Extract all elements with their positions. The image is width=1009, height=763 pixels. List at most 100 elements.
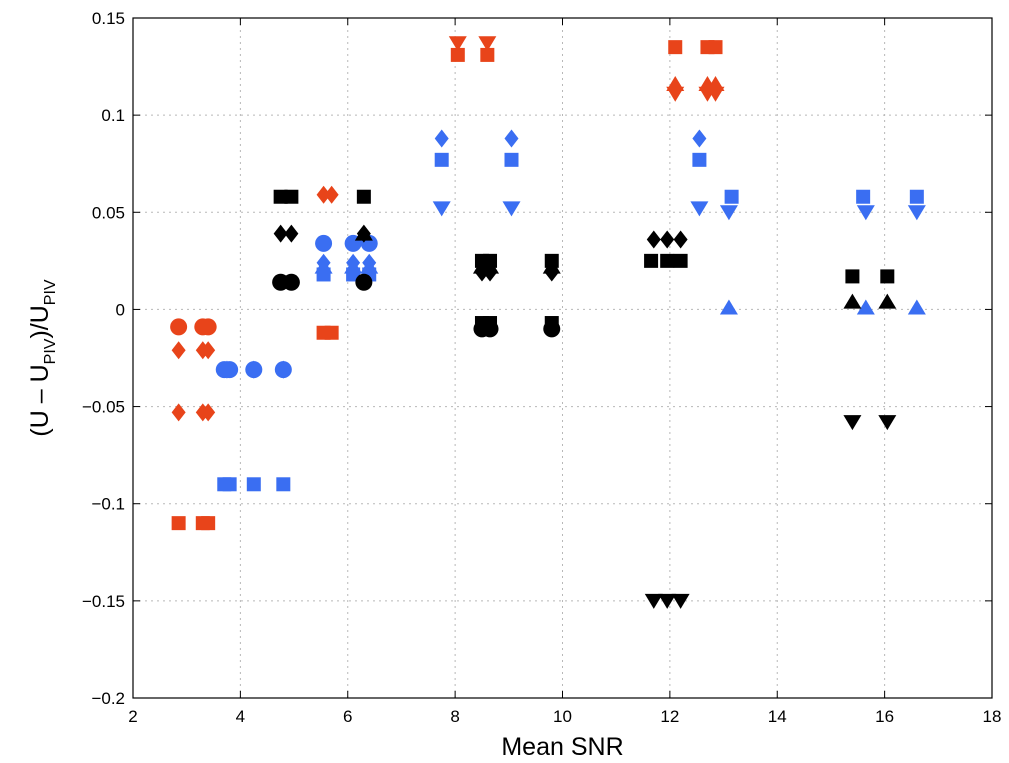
x-tick-label: 6 — [343, 707, 352, 726]
data-point-square — [483, 316, 498, 331]
y-tick-label: 0 — [116, 300, 125, 319]
y-tick-label: −0.1 — [91, 495, 125, 514]
data-point-square — [692, 152, 707, 167]
data-point-triangle-down — [432, 201, 451, 217]
data-point-square — [324, 325, 339, 340]
data-point-square — [660, 253, 675, 268]
data-point-circle — [170, 318, 188, 336]
data-point-triangle-down — [878, 415, 897, 431]
x-tick-label: 14 — [768, 707, 787, 726]
y-axis-label: (U – UPIV)/UPIV — [26, 279, 59, 436]
x-tick-label: 8 — [450, 707, 459, 726]
data-point-square — [724, 189, 739, 204]
data-point-circle — [355, 273, 373, 291]
data-point-square — [673, 253, 688, 268]
data-point-diamond — [273, 224, 288, 243]
x-tick-label: 10 — [553, 707, 572, 726]
data-point-diamond — [219, 360, 234, 379]
data-point-triangle-down — [448, 36, 467, 52]
data-point-triangle-up — [878, 293, 897, 309]
y-tick-label: −0.2 — [91, 689, 125, 708]
data-point-square — [856, 189, 871, 204]
x-axis-label: Mean SNR — [501, 733, 623, 761]
data-point-diamond — [171, 341, 186, 360]
data-point-triangle-up — [856, 299, 875, 315]
y-tick-label: −0.15 — [82, 592, 125, 611]
data-point-triangle-up — [907, 299, 926, 315]
data-point-square — [273, 189, 288, 204]
data-point-square — [246, 477, 261, 492]
data-point-triangle-up — [719, 299, 738, 315]
data-point-triangle-up — [481, 258, 500, 274]
data-point-square — [544, 316, 559, 331]
y-tick-label: 0.05 — [92, 203, 125, 222]
data-point-triangle-up — [344, 258, 363, 274]
data-point-triangle-down — [690, 201, 709, 217]
y-axis-label-subscript: PIV — [42, 279, 59, 305]
data-point-triangle-down — [502, 201, 521, 217]
data-point-triangle-up — [843, 293, 862, 309]
data-point-triangle-down — [478, 36, 497, 52]
data-point-square — [668, 40, 683, 55]
data-point-diamond — [504, 129, 519, 148]
data-point-square — [201, 516, 216, 531]
data-point-triangle-down — [843, 415, 862, 431]
data-point-circle — [199, 318, 217, 336]
data-point-diamond — [316, 185, 331, 204]
data-point-diamond — [201, 341, 216, 360]
data-point-square — [644, 253, 659, 268]
y-tick-label: 0.1 — [101, 106, 125, 125]
data-point-diamond — [660, 230, 675, 249]
data-point-diamond — [276, 360, 291, 379]
x-tick-label: 12 — [660, 707, 679, 726]
x-tick-label: 16 — [875, 707, 894, 726]
grid-lines — [133, 18, 992, 698]
x-tick-label: 2 — [128, 707, 137, 726]
data-point-triangle-up — [666, 76, 685, 92]
data-point-triangle-down — [658, 593, 677, 609]
data-point-square — [222, 477, 237, 492]
y-axis-label-part: )/U — [26, 305, 54, 338]
data-point-square — [171, 516, 186, 531]
x-tick-label: 4 — [236, 707, 245, 726]
data-markers — [170, 36, 926, 609]
data-point-triangle-up — [354, 225, 373, 241]
data-point-diamond — [246, 360, 261, 379]
data-point-triangle-up — [360, 258, 379, 274]
data-point-triangle-up — [314, 258, 333, 274]
data-point-square — [356, 189, 371, 204]
data-point-triangle-up — [706, 76, 725, 92]
data-point-square — [480, 47, 495, 62]
data-point-diamond — [284, 224, 299, 243]
data-point-square — [434, 152, 449, 167]
data-point-square — [880, 269, 895, 284]
data-point-square — [708, 40, 723, 55]
data-point-diamond — [434, 129, 449, 148]
data-point-circle — [282, 273, 300, 291]
data-point-triangle-down — [719, 205, 738, 221]
data-point-square — [284, 189, 299, 204]
data-point-diamond — [646, 230, 661, 249]
data-point-square — [909, 189, 924, 204]
y-tick-label: 0.15 — [92, 9, 125, 28]
y-axis-label-subscript: PIV — [42, 338, 59, 364]
data-point-diamond — [171, 403, 186, 422]
data-point-circle — [315, 234, 333, 252]
data-point-triangle-down — [856, 205, 875, 221]
data-point-square — [845, 269, 860, 284]
x-tick-label: 18 — [983, 707, 1002, 726]
data-point-diamond — [201, 403, 216, 422]
data-point-diamond — [324, 185, 339, 204]
data-point-triangle-down — [671, 593, 690, 609]
data-point-square — [504, 152, 519, 167]
data-point-diamond — [692, 129, 707, 148]
data-point-triangle-up — [542, 258, 561, 274]
data-point-square — [276, 477, 291, 492]
y-axis-label-part: (U – U — [26, 364, 54, 436]
data-point-triangle-down — [644, 593, 663, 609]
axis-ticks: 2 4 6 8 10 12 14 16 18 −0.2 −0.15 −0.1 −0.05 0 0.05 0.1… — [82, 9, 1001, 726]
y-tick-label: −0.05 — [82, 398, 125, 417]
data-point-square — [450, 47, 465, 62]
data-point-diamond — [673, 230, 688, 249]
